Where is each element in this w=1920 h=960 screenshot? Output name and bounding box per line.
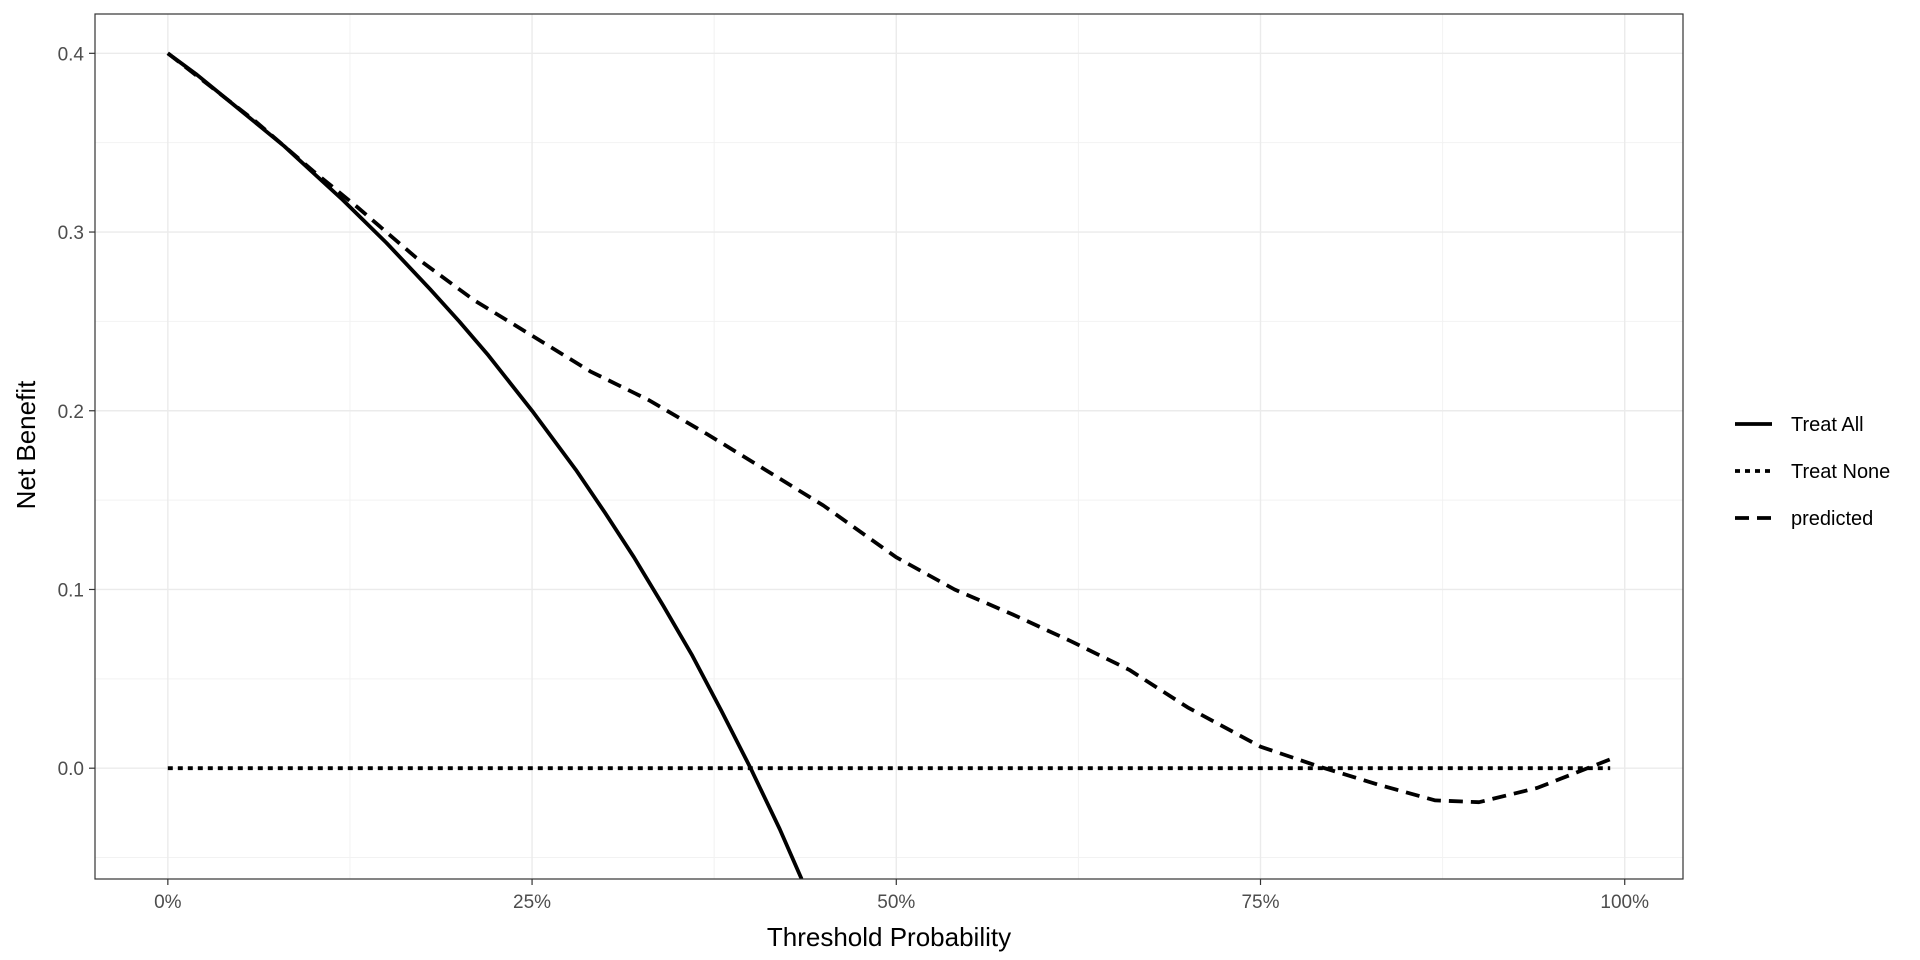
y-tick-label: 0.3 xyxy=(58,223,84,244)
x-axis-ticks: 0% 25% 50% 75% 100% xyxy=(154,879,1649,913)
y-tick-label: 0.2 xyxy=(58,402,84,423)
x-tick-label: 25% xyxy=(513,892,551,913)
y-tick-label: 0.4 xyxy=(58,44,85,65)
x-tick-label: 75% xyxy=(1241,892,1279,913)
x-tick-label: 100% xyxy=(1600,892,1649,913)
y-tick-label: 0.0 xyxy=(58,759,84,780)
legend-label-predicted: predicted xyxy=(1791,508,1873,530)
legend-label-treat-none: Treat None xyxy=(1791,461,1890,483)
x-tick-label: 0% xyxy=(154,892,182,913)
grid-layer xyxy=(95,14,1683,879)
y-axis-ticks: 0.0 0.1 0.2 0.3 0.4 xyxy=(58,44,95,780)
series-line-predicted xyxy=(166,51,1611,805)
legend-label-treat-all: Treat All xyxy=(1791,414,1864,436)
y-tick-label: 0.1 xyxy=(58,580,84,601)
series-layer xyxy=(166,51,1611,879)
x-axis-title: Threshold Probability xyxy=(767,922,1011,952)
series-line-treat-all xyxy=(166,51,804,879)
y-axis-title: Net Benefit xyxy=(11,380,41,509)
legend: Treat All Treat None predicted xyxy=(1735,414,1890,530)
panel-border xyxy=(94,13,1684,880)
x-tick-label: 50% xyxy=(877,892,915,913)
